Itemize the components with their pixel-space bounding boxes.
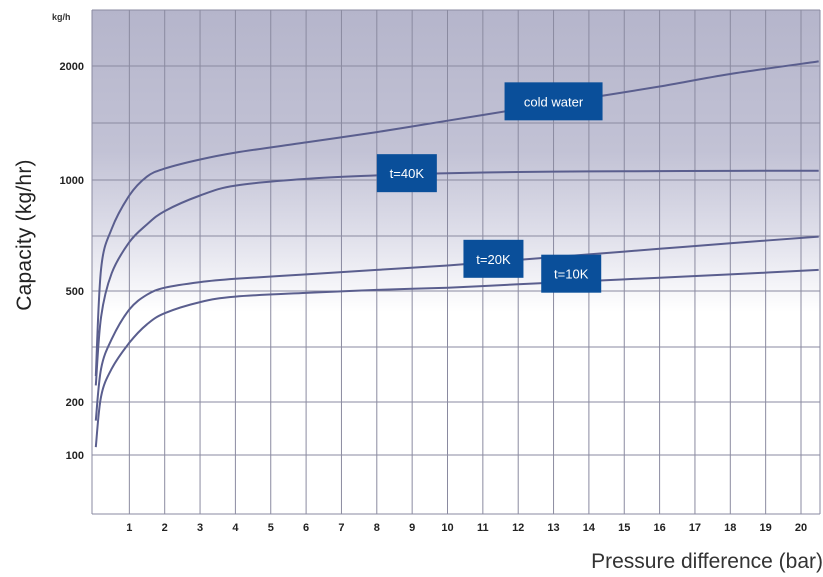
x-tick-label: 4 [232,522,239,534]
series-label-box: cold water [504,82,603,121]
x-axis-title: Pressure difference (bar) [591,550,823,573]
x-tick-label: 16 [653,522,665,534]
x-tick-label: 14 [583,522,596,534]
y-tick-label: 2000 [60,61,84,73]
y-axis-title: Capacity (kg/hr) [13,159,36,311]
series-label-bg [376,154,437,193]
x-tick-label: 6 [303,522,309,534]
x-tick-label: 11 [477,522,489,534]
x-tick-label: 5 [268,522,274,534]
series-label-text: t=10K [554,267,589,282]
x-tick-label: 15 [618,522,630,534]
x-tick-label: 18 [724,522,736,534]
series-line [94,60,819,377]
series-label-box: t=20K [463,239,524,278]
series-label-text: t=20K [476,252,511,267]
y-unit-label: kg/h [52,12,71,22]
series-label-box: t=10K [541,254,602,293]
series-labels: cold water t=40K t=20K t=10K [376,82,603,293]
y-tick-label: 1000 [60,175,84,187]
series-label-bg [504,82,603,121]
x-tick-label: 13 [547,522,559,534]
y-tick-label: 200 [66,397,84,409]
x-tick-label: 2 [162,522,168,534]
series-line [94,169,819,386]
series-lines [94,60,819,448]
x-tick-label: 8 [374,522,380,534]
y-tick-label: 500 [66,286,84,298]
x-tick-label: 9 [409,522,415,534]
y-tick-labels: 100 200 500 1000 2000 [60,61,84,462]
series-label-bg [541,254,602,293]
x-tick-label: 10 [441,522,453,534]
series-label-box: t=40K [376,154,437,193]
series-label-text: t=40K [390,166,425,181]
series-label-text: cold water [524,94,584,109]
plot-background [92,10,820,514]
x-tick-label: 19 [760,522,772,534]
x-tick-label: 3 [197,522,203,534]
series-line [94,268,819,448]
x-tick-label: 7 [338,522,344,534]
series-label-bg [463,239,524,278]
x-tick-label: 1 [126,522,132,534]
x-tick-label: 17 [689,522,701,534]
x-tick-label: 20 [795,522,807,534]
x-tick-labels: 1 2 3 4 5 6 7 8 9 10 11 12 13 14 15 16 17 18 19 20 [126,522,807,534]
x-tick-label: 12 [512,522,524,534]
series-line [94,235,819,421]
y-tick-label: 100 [66,450,84,462]
y-axis-title-wrap: Capacity (kg/hr) [10,105,40,365]
